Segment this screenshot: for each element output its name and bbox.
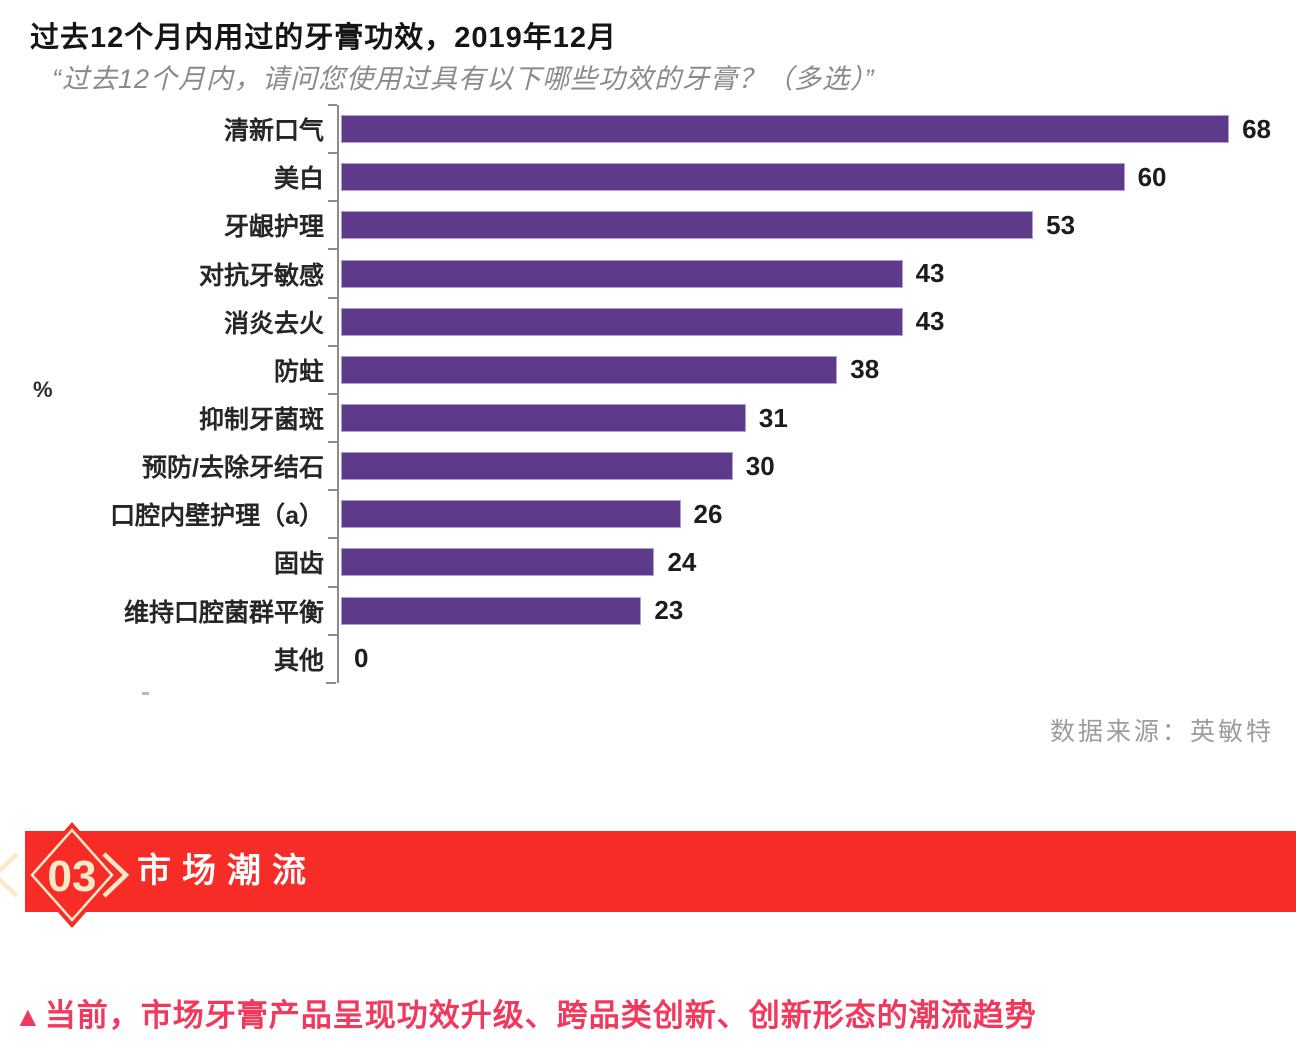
category-label: 消炎去火: [223, 309, 324, 338]
category-label: 固齿: [273, 550, 324, 579]
chevron-left-icon: [0, 852, 19, 898]
bar-track: 60: [328, 152, 1296, 202]
chart-row: 牙龈护理 53: [0, 200, 1296, 250]
category-label: 预防/去除牙结石: [142, 454, 324, 483]
chart-row: 美白 60: [0, 152, 1296, 202]
bar-chart: 清新口气 68 美白 60 牙龈护理 53 对抗牙敏感 43 消炎去火 43 防蛀 38 抑制牙菌斑 31…: [0, 103, 1296, 685]
diamond-icon: [25, 822, 119, 928]
category-label: 对抗牙敏感: [198, 261, 324, 290]
category-label: 清新口气: [223, 117, 324, 146]
bar: [341, 115, 1230, 144]
bar: [341, 307, 903, 336]
bar-track: 31: [328, 392, 1296, 443]
bar: [341, 548, 655, 577]
diamond-border-icon: [30, 828, 114, 922]
bar-track: 30: [328, 441, 1296, 491]
chart-row: 维持口腔菌群平衡 23: [0, 585, 1296, 635]
category-label: 抑制牙菌斑: [198, 406, 324, 435]
bar: [341, 163, 1125, 192]
axis-bottom-tick: [326, 682, 336, 684]
chart-row: 抑制牙菌斑 31: [0, 392, 1296, 443]
chevron-right-icon: [102, 852, 130, 898]
category-label: 防蛀: [273, 357, 324, 386]
bar-track: 43: [328, 248, 1296, 298]
value-label: 26: [693, 498, 723, 529]
category-label: 口腔内壁护理（a）: [110, 502, 324, 531]
callout-text: 当前，市场牙膏产品呈现功效升级、跨品类创新、创新形态的潮流趋势: [44, 998, 1037, 1033]
category-label: 牙龈护理: [223, 213, 324, 242]
stray-mark: [142, 692, 149, 695]
bar: [341, 596, 642, 625]
bar-track: 38: [328, 344, 1296, 394]
value-label: 30: [745, 450, 775, 481]
section-number-emblem: 03: [0, 822, 130, 928]
chart-row: 口腔内壁护理（a） 26: [0, 489, 1296, 539]
value-label: 24: [667, 546, 697, 577]
section-banner-title: 市场潮流: [137, 852, 317, 890]
value-label: 53: [1046, 209, 1076, 240]
chart-row: 对抗牙敏感 43: [0, 248, 1296, 298]
bar-track: 68: [328, 103, 1296, 154]
bar-rows: 清新口气 68 美白 60 牙龈护理 53 对抗牙敏感 43 消炎去火 43 防蛀 38 抑制牙菌斑 31…: [0, 103, 1296, 683]
chart-title: 过去12个月内用过的牙膏功效，2019年12月: [30, 22, 618, 54]
value-label: 31: [758, 402, 788, 433]
callout-text-line: ▲当前，市场牙膏产品呈现功效升级、跨品类创新、创新形态的潮流趋势: [14, 990, 1037, 1035]
chart-row: 消炎去火 43: [0, 296, 1296, 346]
value-label: 23: [654, 595, 684, 626]
section-number: 03: [48, 852, 97, 901]
bar: [341, 500, 681, 529]
value-label: 0: [354, 643, 369, 674]
chart-row: 预防/去除牙结石 30: [0, 441, 1296, 491]
chart-subtitle: “过去12个月内，请问您使用过具有以下哪些功效的牙膏？（多选）”: [52, 64, 875, 94]
bar-track: 26: [328, 489, 1296, 539]
bar-track: 23: [328, 585, 1296, 635]
chart-row: 其他 0: [0, 633, 1296, 683]
category-label: 维持口腔菌群平衡: [123, 598, 324, 627]
bar: [341, 355, 838, 384]
data-source: 数据来源：英敏特: [1049, 718, 1274, 746]
chart-row: 防蛀 38: [0, 344, 1296, 394]
triangle-marker-icon: ▲: [14, 1001, 43, 1032]
bar-track: 43: [328, 296, 1296, 346]
section-banner: 市场潮流: [25, 831, 1296, 912]
chart-row: 固齿 24: [0, 537, 1296, 587]
value-label: 43: [915, 258, 945, 289]
bar: [341, 259, 903, 288]
value-label: 68: [1242, 113, 1271, 144]
bar: [341, 404, 746, 433]
chart-row: 清新口气 68: [0, 103, 1296, 154]
value-label: 38: [850, 354, 880, 385]
value-label: 60: [1137, 161, 1167, 192]
bar-track: 0: [328, 633, 1296, 683]
bar-track: 53: [328, 200, 1296, 250]
bar: [341, 211, 1034, 240]
category-label: 美白: [273, 165, 324, 194]
bar: [341, 452, 733, 481]
value-label: 43: [915, 306, 945, 337]
bar-track: 24: [328, 537, 1296, 587]
category-label: 其他: [273, 646, 324, 675]
axis-unit-label: %: [33, 377, 53, 402]
